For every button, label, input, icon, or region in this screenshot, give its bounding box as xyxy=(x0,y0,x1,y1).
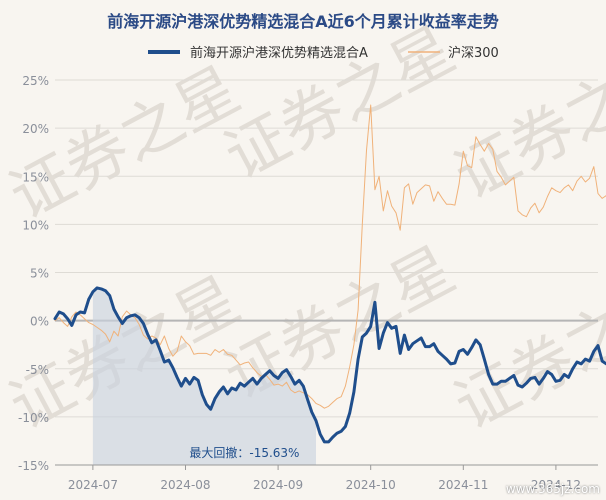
y-tick-label: -15% xyxy=(18,459,49,473)
x-tick-label: 2024-11 xyxy=(438,478,488,492)
y-tick-label: 15% xyxy=(22,170,49,184)
x-tick-label: 2024-09 xyxy=(253,478,303,492)
series-lines xyxy=(53,104,606,444)
footer-watermark: www.365jz.com xyxy=(505,482,600,496)
x-tick-label: 2024-12 xyxy=(531,478,581,492)
y-tick-label: -10% xyxy=(18,411,49,425)
drawdown-area: 最大回撤：-15.63% xyxy=(92,287,316,465)
y-tick-label: 20% xyxy=(22,122,49,136)
series-line-fund xyxy=(53,286,606,444)
legend-label-fund: 前海开源沪港深优势精选混合A xyxy=(190,45,368,61)
x-tick-label: 2024-07 xyxy=(68,478,118,492)
watermark-text: 证券之星 xyxy=(213,12,466,193)
y-tick-label: 25% xyxy=(22,74,49,88)
x-tick-label: 2024-08 xyxy=(160,478,210,492)
drawdown-fill xyxy=(92,287,316,465)
chart-title: 前海开源沪港深优势精选混合A近6个月累计收益率走势 xyxy=(107,12,499,31)
y-tick-label: 5% xyxy=(30,267,49,281)
legend-label-index: 沪深300 xyxy=(448,45,499,61)
series-line-index xyxy=(54,104,606,409)
x-tick-label: 2024-10 xyxy=(346,478,396,492)
axes: 25% 20% 15% 10% 5% 0% -5% -10% -15% 2024-07 2024-0… xyxy=(18,74,598,492)
y-tick-label: 0% xyxy=(30,315,49,329)
grid xyxy=(55,79,598,466)
y-tick-label: 10% xyxy=(22,218,49,232)
y-tick-label: -5% xyxy=(26,363,49,377)
legend: 前海开源沪港深优势精选混合A 沪深300 xyxy=(148,45,499,61)
max-drawdown-label: 最大回撤：-15.63% xyxy=(189,445,299,460)
